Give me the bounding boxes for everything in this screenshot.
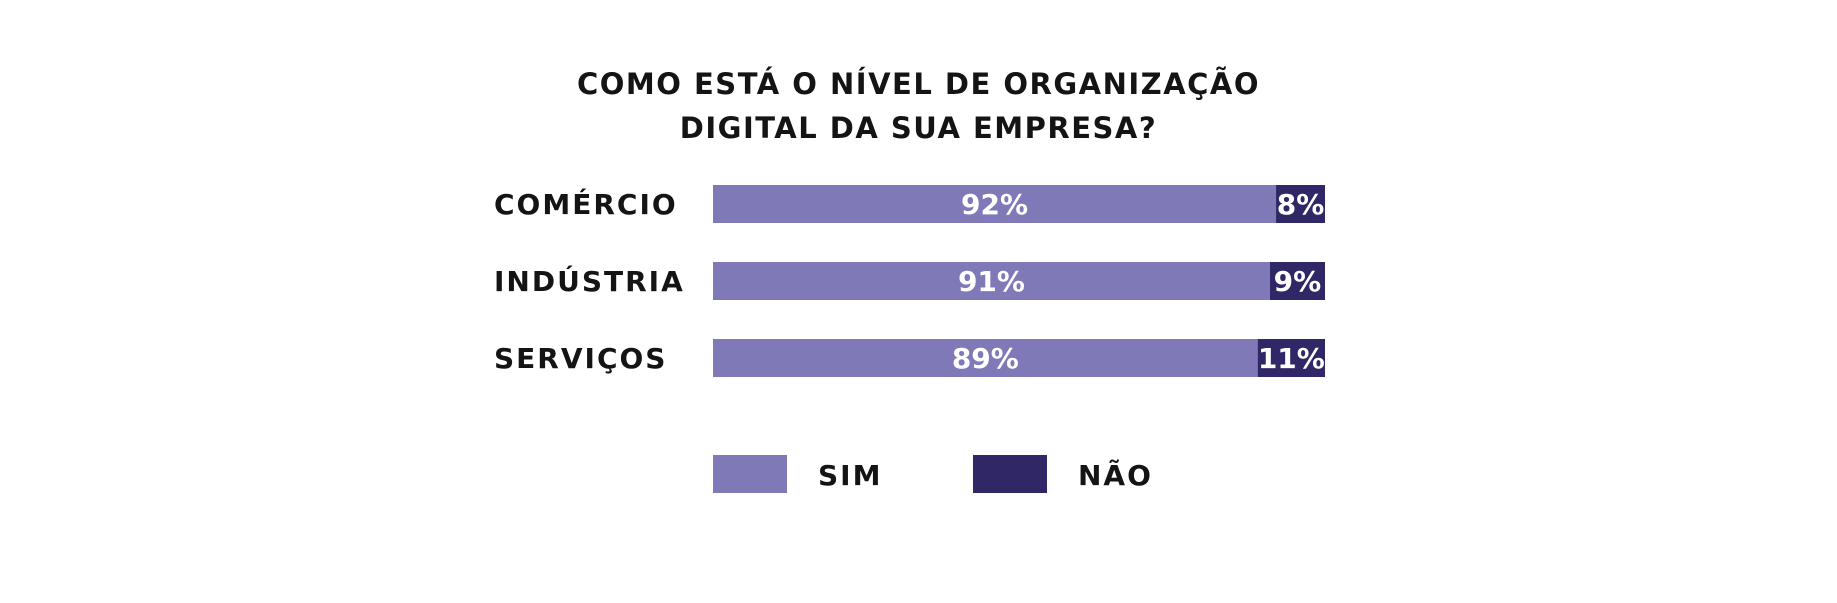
legend-swatch-sim [713, 455, 787, 493]
value-label: 11% [1258, 342, 1325, 375]
value-label: 9% [1274, 265, 1322, 298]
value-label: 8% [1277, 188, 1325, 221]
bar-segment-sim [713, 185, 1277, 223]
chart-title-line-1: COMO ESTÁ O NÍVEL DE ORGANIZAÇÃO [576, 67, 1261, 101]
bar-segment-sim [713, 339, 1258, 377]
chart-title-line-2: DIGITAL DA SUA EMPRESA? [679, 111, 1158, 145]
bar-segment-não [1276, 185, 1325, 223]
category-label: INDÚSTRIA [494, 264, 685, 298]
legend-swatch-não [973, 455, 1047, 493]
category-label: SERVIÇOS [494, 342, 667, 375]
category-label: COMÉRCIO [494, 187, 678, 221]
bar-segment-não [1269, 262, 1325, 300]
bar-segment-sim [713, 262, 1270, 300]
bar-segment-não [1257, 339, 1325, 377]
value-label: 89% [952, 342, 1019, 375]
value-label: 92% [961, 188, 1028, 221]
legend-label: NÃO [1078, 458, 1153, 492]
value-label: 91% [958, 265, 1025, 298]
legend-label: SIM [818, 459, 882, 492]
